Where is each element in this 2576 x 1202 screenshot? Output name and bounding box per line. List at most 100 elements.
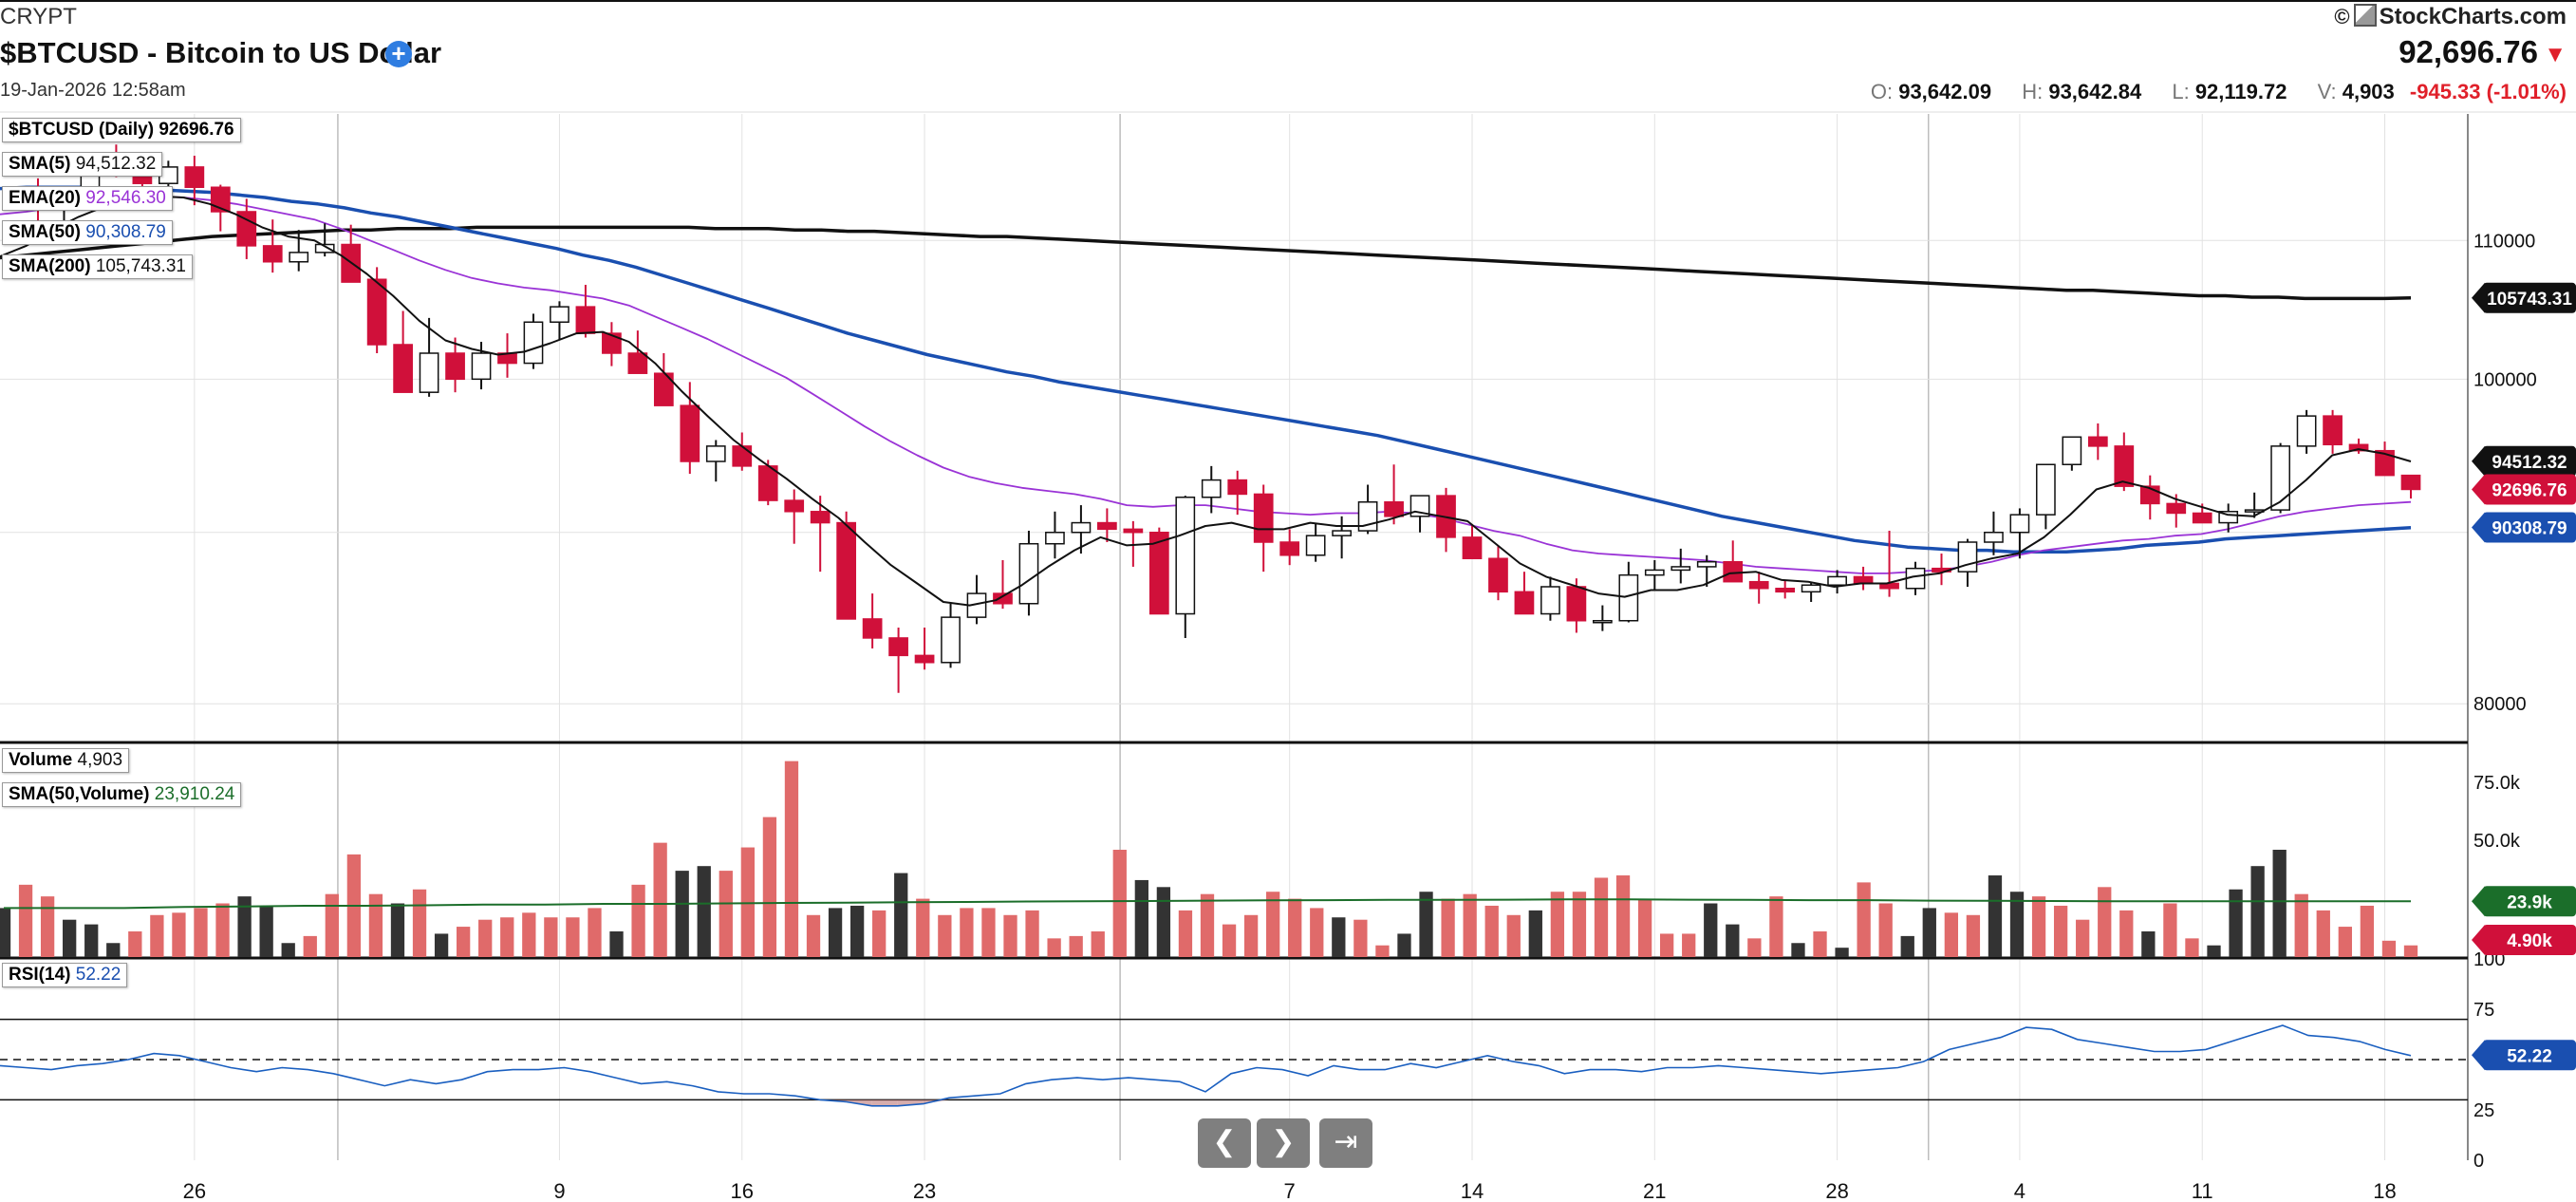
ohlc-readout: O: 93,642.09 H: 93,642.84 L: 92,119.72 V… xyxy=(1846,80,2567,104)
volume-bar xyxy=(1747,938,1762,957)
volume-bar xyxy=(412,889,427,957)
legend-sma5-name: SMA(5) xyxy=(9,154,71,174)
legend-volume-name: Volume xyxy=(9,750,73,770)
nav-end-button[interactable]: ⇥ xyxy=(1319,1118,1372,1168)
nav-prev-button[interactable]: ❮ xyxy=(1198,1118,1251,1168)
rsi-tag-label: 52.22 xyxy=(2507,1046,2552,1066)
candle-body xyxy=(1045,532,1065,545)
legend-sma50-name: SMA(50) xyxy=(9,222,82,242)
volume-bar xyxy=(1659,933,1674,957)
rsi-oversold-fill xyxy=(897,1099,924,1106)
volume-bar xyxy=(1332,917,1346,957)
volume-bar xyxy=(2360,905,2375,957)
candle-body xyxy=(1123,528,1144,534)
volume-bar xyxy=(2119,910,2134,957)
candle-body xyxy=(2062,436,2082,466)
legend-rsi-name: RSI(14) xyxy=(9,965,71,985)
candle-body xyxy=(680,404,700,462)
legend-ema20-value: 92,546.30 xyxy=(85,188,166,208)
price-tick-label: 100000 xyxy=(2473,369,2537,390)
volume-bar xyxy=(872,910,887,957)
volume-bar xyxy=(63,919,77,957)
volume-bar xyxy=(106,943,121,957)
volume-bar xyxy=(1069,935,1083,957)
candle-body xyxy=(1148,532,1169,615)
candle-body xyxy=(2270,445,2291,511)
candle-body xyxy=(314,243,335,254)
candle-body xyxy=(1566,586,1587,622)
volume-label: V: xyxy=(2317,80,2337,103)
candle-body xyxy=(1671,566,1691,572)
volume-bar xyxy=(1704,903,1718,957)
volume-bar xyxy=(1572,892,1587,957)
rsi-tag: 52.22 xyxy=(2472,1040,2576,1071)
volume-bar xyxy=(609,930,624,957)
candle-body xyxy=(1984,532,2004,543)
volume-bar xyxy=(2250,866,2265,957)
candle-body xyxy=(1696,560,1717,568)
candle-body xyxy=(602,332,622,354)
volume-value: 4,903 xyxy=(2342,80,2395,103)
legend-volume: Volume 4,903 xyxy=(2,748,130,773)
candle-body xyxy=(810,511,831,524)
high-label: H: xyxy=(2022,80,2044,103)
price-tag-label: 92696.76 xyxy=(2492,481,2567,501)
candle-body xyxy=(1253,493,1274,543)
volume-bar xyxy=(2098,887,2112,957)
volume-bar xyxy=(2316,910,2330,957)
volume-bar xyxy=(1791,943,1805,957)
nav-next-button[interactable]: ❯ xyxy=(1257,1118,1310,1168)
price-tag-box xyxy=(2483,474,2576,505)
legend-ema20: EMA(20) 92,546.30 xyxy=(2,186,173,211)
volume-bar xyxy=(1594,877,1609,957)
high-value: 93,642.84 xyxy=(2048,80,2142,103)
brand-logo[interactable]: © StockCharts.com xyxy=(2334,4,2567,30)
volume-bar xyxy=(960,908,974,957)
volume-bar xyxy=(2076,919,2090,957)
open-value: 93,642.09 xyxy=(1898,80,1992,103)
candle-body xyxy=(2166,502,2187,515)
volume-tag-box xyxy=(2483,886,2576,917)
volume-bar xyxy=(566,917,580,957)
volume-bar xyxy=(434,933,449,957)
candle-body xyxy=(1279,541,1300,556)
volume-bar xyxy=(1134,879,1148,957)
volume-bar xyxy=(2163,903,2177,957)
x-tick-label: 16 xyxy=(731,1179,754,1202)
volume-bar xyxy=(1156,887,1171,957)
volume-bar xyxy=(2053,905,2068,957)
add-symbol-button[interactable]: + xyxy=(385,41,412,67)
volume-bar xyxy=(1682,933,1696,957)
volume-bar xyxy=(2403,945,2418,957)
volume-bar xyxy=(128,930,142,957)
volume-bar xyxy=(653,842,667,957)
open-label: O: xyxy=(1870,80,1894,103)
legend-sma5-value: 94,512.32 xyxy=(75,154,157,174)
candle-body xyxy=(1384,500,1404,517)
legend-price: $BTCUSD (Daily) 92696.76 xyxy=(2,118,241,142)
legend-sma50-value: 90,308.79 xyxy=(85,222,166,242)
candle-body xyxy=(184,166,205,188)
volume-bar xyxy=(194,908,208,957)
volume-bar xyxy=(1310,908,1324,957)
price-tag-label: 90308.79 xyxy=(2492,519,2567,539)
volume-tick-label: 50.0k xyxy=(2473,831,2521,852)
price-change: -945.33 (-1.01%) xyxy=(2409,80,2567,103)
candle-body xyxy=(1332,530,1352,536)
volume-bar xyxy=(1091,930,1105,957)
volume-bar xyxy=(237,896,252,957)
sma200-line xyxy=(0,225,2412,301)
volume-bar xyxy=(0,908,11,957)
legend-sma50: SMA(50) 90,308.79 xyxy=(2,220,173,245)
volume-bar xyxy=(1726,924,1740,957)
volume-bar xyxy=(806,914,821,957)
price-tag-label: 105743.31 xyxy=(2487,290,2572,310)
candle-body xyxy=(471,352,492,381)
legend-sma200-value: 105,743.31 xyxy=(95,256,186,276)
candle-body xyxy=(888,637,908,657)
x-tick-label: 11 xyxy=(2192,1179,2213,1202)
price-tag: 94512.32 xyxy=(2472,445,2576,477)
volume-bar xyxy=(18,884,33,957)
x-tick-label: 23 xyxy=(913,1179,936,1202)
volume-bar xyxy=(828,908,843,957)
